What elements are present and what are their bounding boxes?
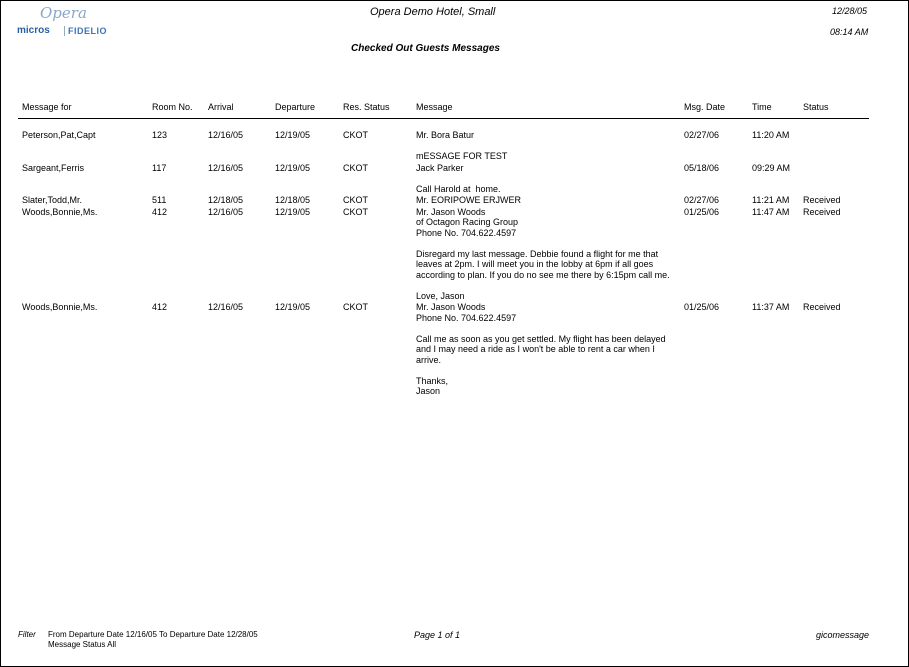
message-line <box>416 365 909 376</box>
res-status: CKOT <box>343 130 369 140</box>
msg-date: 02/27/06 <box>684 130 720 140</box>
col-time: Time <box>752 102 772 112</box>
filter-line-2: Message Status All <box>48 640 117 649</box>
message-line: Disregard my last message. Debbie found … <box>416 248 659 259</box>
message-line: mESSAGE FOR TEST <box>416 151 508 161</box>
message-line: Phone No. 704.622.4597 <box>416 227 517 238</box>
guest-name: Woods,Bonnie,Ms. <box>22 206 98 217</box>
msg-time: 11:47 AM <box>752 206 790 217</box>
message-line <box>416 238 909 249</box>
message-table: Peterson,Pat,Capt 123 12/16/05 12/19/05 CKOT… <box>0 130 909 398</box>
message-text: Mr. EORIPOWE ERJWER <box>416 195 909 206</box>
opera-logo: Opera <box>40 4 87 22</box>
message-line <box>416 173 909 184</box>
message-line: of Octagon Racing Group <box>416 217 519 227</box>
table-row: Peterson,Pat,Capt 123 12/16/05 12/19/05 CKOT… <box>0 130 909 163</box>
col-res-status: Res. Status <box>343 102 390 112</box>
page-number: Page 1 of 1 <box>414 630 461 640</box>
table-row: Woods,Bonnie,Ms. 412 12/16/05 12/19/05 CKOT 0… <box>0 207 909 303</box>
departure-date: 12/19/05 <box>275 206 311 217</box>
col-msg-date: Msg. Date <box>684 102 726 112</box>
report-time: 08:14 AM <box>830 27 869 37</box>
msg-time: 09:29 AM <box>752 162 791 173</box>
arrival-date: 12/16/05 <box>208 302 244 312</box>
room-number: 511 <box>152 195 167 205</box>
guest-name: Peterson,Pat,Capt <box>22 130 96 140</box>
message-line: leaves at 2pm. I will meet you in the lo… <box>416 259 654 269</box>
message-line: Love, Jason <box>416 290 465 301</box>
table-row: Woods,Bonnie,Ms. 412 12/16/05 12/19/05 CKOT 0… <box>0 302 909 398</box>
col-message-for: Message for <box>22 102 72 112</box>
message-line: Thanks, <box>416 375 449 386</box>
message-line <box>416 141 909 152</box>
message-line: Mr. EORIPOWE ERJWER <box>416 195 522 205</box>
msg-date: 02/27/06 <box>684 195 720 205</box>
table-row: Slater,Todd,Mr. 511 12/18/05 12/18/05 CKOT 02… <box>0 195 909 207</box>
arrival-date: 12/16/05 <box>208 162 244 173</box>
msg-time: 11:37 AM <box>752 302 790 312</box>
departure-date: 12/19/05 <box>275 162 311 173</box>
micros-logo: micros <box>17 25 50 36</box>
msg-date: 01/25/06 <box>684 302 720 312</box>
msg-status: Received <box>803 206 841 217</box>
message-line: Mr. Jason Woods <box>416 302 486 312</box>
message-line: and I may need a ride as I won't be able… <box>416 344 655 354</box>
hotel-name: Opera Demo Hotel, Small <box>370 6 496 18</box>
message-text: Jack Parker Call Harold at home. <box>416 163 909 195</box>
msg-time: 11:20 AM <box>752 130 790 140</box>
res-status: CKOT <box>343 302 369 312</box>
message-line: Call Harold at home. <box>416 183 501 194</box>
guest-name: Sargeant,Ferris <box>22 162 85 173</box>
room-number: 412 <box>152 206 168 217</box>
message-text: Mr. Jason Woods Phone No. 704.622.4597 Cal… <box>416 302 909 397</box>
message-text: Mr. Bora Batur mESSAGE FOR TEST <box>416 130 909 162</box>
table-row: Sargeant,Ferris 117 12/16/05 12/19/05 CKOT 05… <box>0 163 909 196</box>
departure-date: 12/18/05 <box>275 195 311 205</box>
arrival-date: 12/18/05 <box>208 195 244 205</box>
message-line: Jack Parker <box>416 162 464 173</box>
report-date: 12/28/05 <box>832 6 868 16</box>
col-arrival: Arrival <box>208 102 234 112</box>
report-name: gicomessage <box>816 630 870 640</box>
message-line <box>416 323 909 334</box>
filter-label: Filter <box>18 630 36 639</box>
departure-date: 12/19/05 <box>275 302 311 312</box>
arrival-date: 12/16/05 <box>208 130 244 140</box>
col-departure: Departure <box>275 102 316 112</box>
message-line: Mr. Jason Woods <box>416 206 486 217</box>
room-number: 412 <box>152 302 168 312</box>
msg-date: 01/25/06 <box>684 206 720 217</box>
room-number: 123 <box>152 130 168 140</box>
col-message: Message <box>416 102 453 112</box>
message-line: Jason <box>416 386 441 396</box>
departure-date: 12/19/05 <box>275 130 311 140</box>
guest-name: Slater,Todd,Mr. <box>22 195 83 205</box>
message-line <box>416 280 909 291</box>
res-status: CKOT <box>343 206 369 217</box>
message-line: Call me as soon as you get settled. My f… <box>416 333 666 344</box>
res-status: CKOT <box>343 162 369 173</box>
message-line: Phone No. 704.622.4597 <box>416 312 517 323</box>
msg-time: 11:21 AM <box>752 195 790 205</box>
res-status: CKOT <box>343 195 369 205</box>
filter-line-1: From Departure Date 12/16/05 To Departur… <box>48 630 258 639</box>
header-divider <box>18 118 869 119</box>
col-room-no: Room No. <box>152 102 193 112</box>
message-line: arrive. <box>416 354 442 365</box>
arrival-date: 12/16/05 <box>208 206 244 217</box>
message-line: according to plan. If you do no see me t… <box>416 269 670 280</box>
msg-date: 05/18/06 <box>684 162 720 173</box>
guest-name: Woods,Bonnie,Ms. <box>22 302 98 312</box>
report-title: Checked Out Guests Messages <box>351 43 500 54</box>
message-text: Mr. Jason Woods of Octagon Racing Group Ph… <box>416 207 909 302</box>
message-line: Mr. Bora Batur <box>416 130 475 140</box>
msg-status: Received <box>803 195 841 205</box>
fidelio-logo: FIDELIO <box>64 26 107 36</box>
room-number: 117 <box>152 162 167 173</box>
msg-status: Received <box>803 302 841 312</box>
col-status: Status <box>803 102 829 112</box>
